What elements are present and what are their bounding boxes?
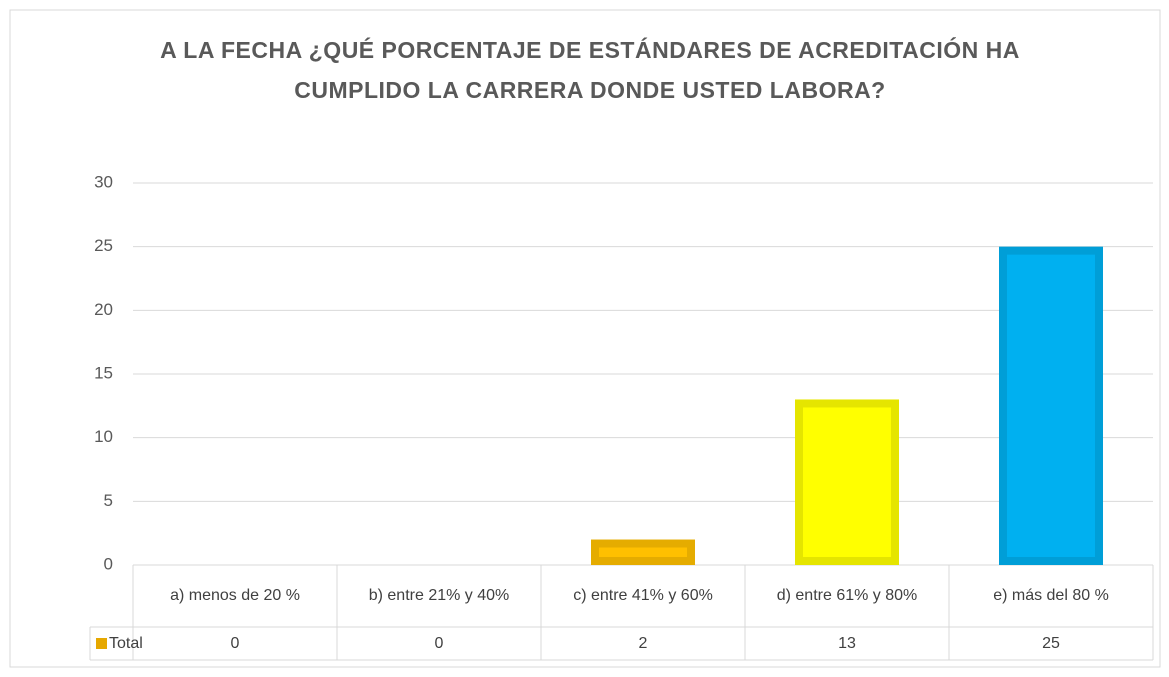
- table-value: 2: [638, 634, 648, 652]
- bar: [795, 399, 899, 565]
- table-value: 0: [230, 634, 240, 652]
- y-tick-label: 20: [94, 300, 113, 319]
- chart-title: A LA FECHA ¿QUÉ PORCENTAJE DE ESTÁNDARES…: [160, 37, 1020, 103]
- bar: [999, 246, 1103, 565]
- y-tick-label: 25: [94, 236, 113, 255]
- bar-border: [999, 246, 1103, 566]
- y-tick-label: 30: [94, 172, 113, 191]
- category-label: b) entre 21% y 40%: [368, 587, 510, 604]
- y-tick-label: 10: [94, 427, 113, 446]
- y-tick-label: 5: [104, 491, 113, 510]
- legend-swatch: [96, 638, 107, 649]
- bar-border: [591, 539, 695, 565]
- category-label: d) entre 61% y 80%: [776, 587, 918, 604]
- table-value: 0: [434, 634, 444, 652]
- bar-border: [795, 399, 899, 566]
- y-tick-label: 15: [94, 363, 113, 382]
- category-label: e) más del 80 %: [993, 587, 1109, 604]
- legend-label: Total: [109, 635, 143, 652]
- chart-border: [9, 9, 1161, 668]
- y-tick-label: 0: [104, 554, 113, 573]
- category-label: c) entre 41% y 60%: [573, 587, 713, 604]
- category-label: a) menos de 20 %: [170, 587, 300, 604]
- table-value: 13: [838, 634, 856, 652]
- table-value: 25: [1042, 634, 1060, 652]
- bar: [591, 539, 695, 565]
